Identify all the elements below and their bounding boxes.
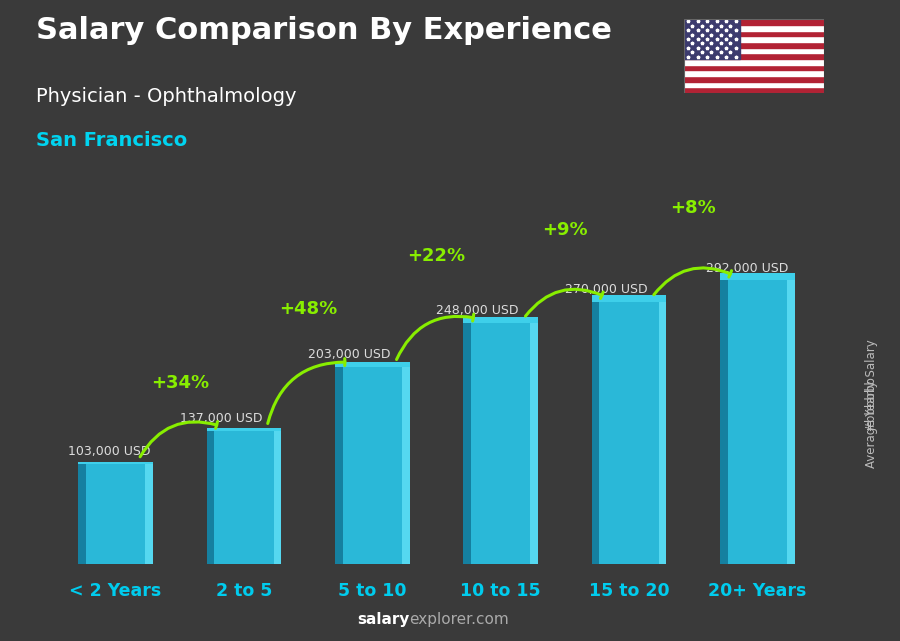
Bar [78,464,153,564]
Bar [684,42,824,47]
Bar [335,367,410,564]
Text: explorer.com: explorer.com [410,612,509,627]
Text: 20+ Years: 20+ Years [708,582,806,600]
Bar [788,281,795,564]
Bar [684,53,824,59]
Text: +9%: +9% [542,221,588,238]
Text: #bbbbbb: #bbbbbb [865,376,878,431]
Bar [592,296,666,302]
Bar [684,19,740,59]
Text: 2 to 5: 2 to 5 [216,582,272,600]
Bar [464,317,538,323]
Text: +22%: +22% [408,247,465,265]
Bar [78,462,153,464]
Text: 15 to 20: 15 to 20 [589,582,670,600]
Bar [78,464,86,564]
Text: +34%: +34% [150,374,209,392]
Text: 103,000 USD: 103,000 USD [68,445,150,458]
Text: 137,000 USD: 137,000 USD [180,412,262,425]
Text: +8%: +8% [670,199,716,217]
Text: San Francisco: San Francisco [36,131,187,151]
Bar [720,274,795,281]
Bar [464,323,538,564]
Bar [464,323,471,564]
Bar [207,428,281,431]
Bar [684,71,824,76]
Text: Salary Comparison By Experience: Salary Comparison By Experience [36,16,612,45]
Bar [684,81,824,87]
Text: < 2 Years: < 2 Years [69,582,162,600]
Text: 292,000 USD: 292,000 USD [706,262,788,274]
Bar [720,281,795,564]
Text: Physician - Ophthalmology: Physician - Ophthalmology [36,87,296,106]
Bar [207,431,281,564]
Bar [592,302,599,564]
Bar [720,281,727,564]
Bar [684,59,824,65]
Text: 10 to 15: 10 to 15 [461,582,541,600]
Bar [592,302,666,564]
Text: salary: salary [357,612,410,627]
Bar [274,431,281,564]
Bar [207,431,214,564]
Bar [684,37,824,42]
Text: Average Yearly Salary: Average Yearly Salary [865,340,878,468]
Bar [335,367,343,564]
Text: 5 to 10: 5 to 10 [338,582,407,600]
Bar [684,31,824,37]
Bar [684,25,824,31]
Bar [684,65,824,71]
Bar [335,362,410,367]
Bar [402,367,410,564]
Bar [684,47,824,53]
Text: +48%: +48% [279,301,338,319]
Text: 270,000 USD: 270,000 USD [564,283,647,296]
Bar [530,323,538,564]
Text: 248,000 USD: 248,000 USD [436,304,518,317]
Bar [684,76,824,81]
Text: 203,000 USD: 203,000 USD [308,348,391,361]
Bar [684,19,824,25]
Bar [684,87,824,93]
Bar [659,302,666,564]
Bar [146,464,153,564]
